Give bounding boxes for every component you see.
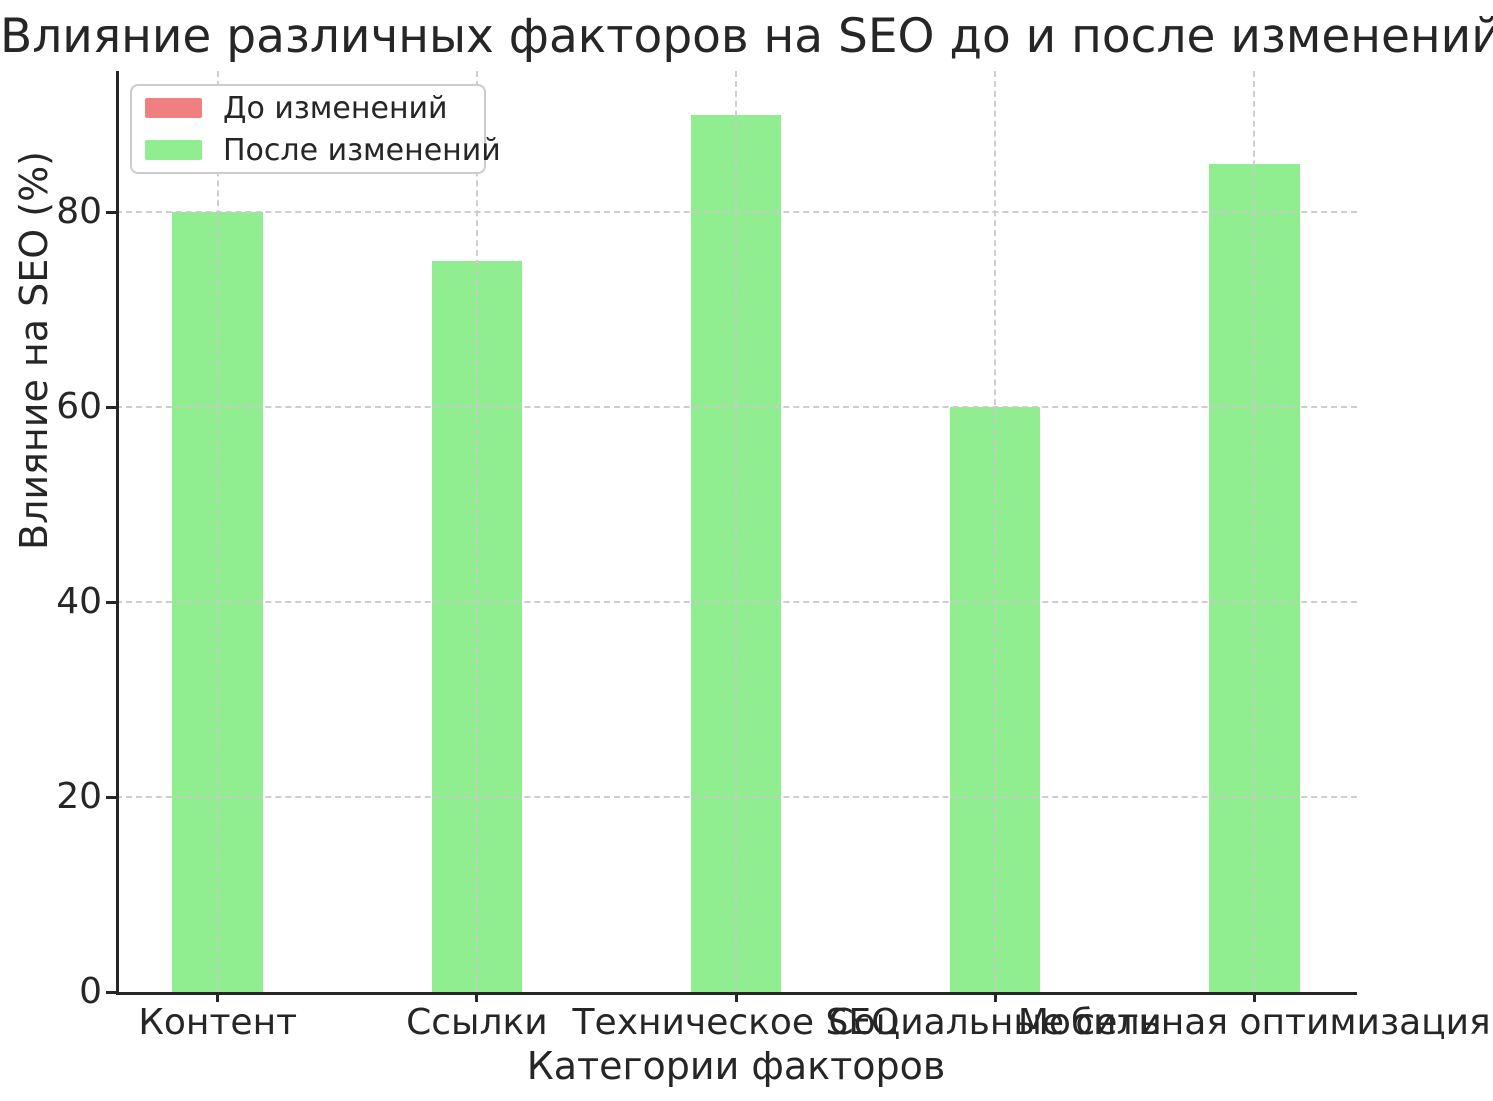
- horizontal-gridline: [116, 796, 1357, 799]
- legend-swatch-before-icon: [145, 98, 202, 118]
- legend-item-before: До изменений: [145, 92, 466, 125]
- x-tick-label: Мобильная оптимизация: [1017, 1002, 1491, 1043]
- y-tick-mark: [106, 990, 116, 994]
- x-tick-label: Техническое SEO: [572, 1002, 900, 1043]
- y-axis-line: [116, 71, 119, 995]
- y-tick-label: 80: [56, 191, 102, 233]
- vertical-gridline: [1253, 71, 1256, 992]
- x-tick-mark: [993, 992, 997, 1002]
- legend-label-after: После изменений: [223, 132, 501, 168]
- x-tick-mark: [216, 992, 220, 1002]
- horizontal-gridline: [116, 211, 1357, 214]
- legend-label-before: До изменений: [223, 90, 448, 126]
- vertical-gridline: [475, 71, 478, 992]
- y-tick-mark: [106, 795, 116, 799]
- legend-item-after: После изменений: [145, 134, 501, 167]
- legend-swatch-after-icon: [145, 140, 202, 160]
- x-tick-label: Социальные сети: [828, 1002, 1162, 1043]
- vertical-gridline: [994, 71, 997, 992]
- x-tick-label: Ссылки: [406, 1002, 548, 1043]
- y-tick-label: 0: [79, 971, 102, 1012]
- x-tick-mark: [734, 992, 738, 1002]
- y-tick-label: 40: [56, 581, 102, 623]
- x-axis-line: [116, 992, 1357, 995]
- horizontal-gridline: [116, 601, 1357, 604]
- vertical-gridline: [735, 71, 737, 992]
- x-tick-mark: [475, 992, 479, 1002]
- vertical-gridline: [216, 71, 219, 992]
- y-tick-label: 60: [56, 386, 102, 428]
- y-tick-mark: [106, 405, 116, 409]
- x-axis-label: Категории факторов: [526, 1044, 946, 1088]
- y-tick-mark: [106, 210, 116, 214]
- horizontal-gridline: [116, 406, 1357, 409]
- y-tick-label: 20: [56, 776, 102, 818]
- x-tick-label: Контент: [138, 1002, 298, 1043]
- legend: До изменений После изменений: [130, 84, 501, 174]
- y-tick-mark: [106, 600, 116, 604]
- x-tick-mark: [1252, 992, 1256, 1002]
- chart-title: Влияние различных факторов на SEO до и п…: [0, 9, 1493, 64]
